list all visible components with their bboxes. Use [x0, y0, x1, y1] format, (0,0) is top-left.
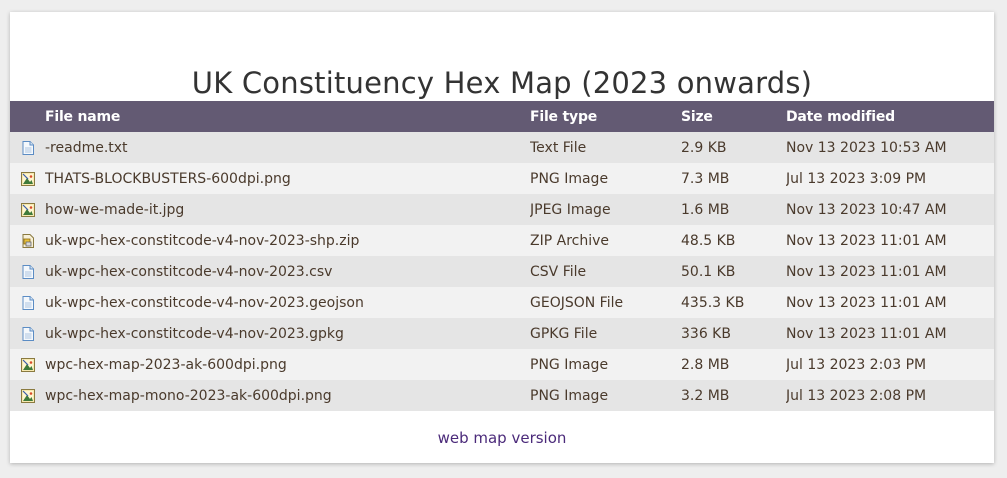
table-row[interactable]: uk-wpc-hex-constitcode-v4-nov-2023.gpkg G…: [10, 318, 994, 349]
text-file-icon: [20, 295, 36, 311]
file-type-cell: GPKG File: [530, 318, 681, 349]
table-row[interactable]: uk-wpc-hex-constitcode-v4-nov-2023.geojs…: [10, 287, 994, 318]
image-file-icon: [20, 171, 36, 187]
icon-cell: [10, 163, 45, 194]
file-size-cell: 3.2 MB: [681, 380, 786, 411]
file-table: File name File type Size Date modified -…: [10, 101, 994, 411]
file-size-cell: 435.3 KB: [681, 287, 786, 318]
icon-cell: [10, 287, 45, 318]
header-file-name[interactable]: File name: [45, 101, 530, 132]
file-name-cell: how-we-made-it.jpg: [45, 194, 530, 225]
file-link[interactable]: uk-wpc-hex-constitcode-v4-nov-2023-shp.z…: [45, 232, 360, 249]
date-modified-cell: Nov 13 2023 11:01 AM: [786, 225, 994, 256]
page-title: UK Constituency Hex Map (2023 onwards): [191, 66, 813, 101]
file-name-cell: THATS-BLOCKBUSTERS-600dpi.png: [45, 163, 530, 194]
file-link[interactable]: how-we-made-it.jpg: [45, 201, 185, 218]
icon-cell: [10, 225, 45, 256]
file-size-cell: 50.1 KB: [681, 256, 786, 287]
date-modified-cell: Nov 13 2023 10:47 AM: [786, 194, 994, 225]
table-row[interactable]: -readme.txt Text File 2.9 KB Nov 13 2023 10…: [10, 132, 994, 163]
file-size-cell: 2.9 KB: [681, 132, 786, 163]
image-file-icon: [20, 357, 36, 373]
file-name-cell: uk-wpc-hex-constitcode-v4-nov-2023.csv: [45, 256, 530, 287]
table-row[interactable]: uk-wpc-hex-constitcode-v4-nov-2023-shp.z…: [10, 225, 994, 256]
file-type-cell: PNG Image: [530, 380, 681, 411]
date-modified-cell: Nov 13 2023 11:01 AM: [786, 318, 994, 349]
file-type-cell: Text File: [530, 132, 681, 163]
file-type-cell: GEOJSON File: [530, 287, 681, 318]
icon-cell: [10, 132, 45, 163]
icon-cell: [10, 318, 45, 349]
header-date-modified[interactable]: Date modified: [786, 101, 994, 132]
file-size-cell: 48.5 KB: [681, 225, 786, 256]
image-file-icon: [20, 388, 36, 404]
file-type-cell: ZIP Archive: [530, 225, 681, 256]
header-icon-cell: [10, 101, 45, 132]
file-link[interactable]: THATS-BLOCKBUSTERS-600dpi.png: [45, 170, 291, 187]
file-type-cell: PNG Image: [530, 163, 681, 194]
icon-cell: [10, 256, 45, 287]
date-modified-cell: Nov 13 2023 11:01 AM: [786, 256, 994, 287]
file-link[interactable]: wpc-hex-map-mono-2023-ak-600dpi.png: [45, 387, 332, 404]
web-map-version-link[interactable]: web map version: [437, 429, 567, 447]
date-modified-cell: Jul 13 2023 3:09 PM: [786, 163, 994, 194]
table-row[interactable]: how-we-made-it.jpg JPEG Image 1.6 MB Nov 13…: [10, 194, 994, 225]
header-file-type[interactable]: File type: [530, 101, 681, 132]
file-link[interactable]: -readme.txt: [45, 139, 128, 156]
date-modified-cell: Nov 13 2023 11:01 AM: [786, 287, 994, 318]
file-name-cell: uk-wpc-hex-constitcode-v4-nov-2023.geojs…: [45, 287, 530, 318]
file-size-cell: 1.6 MB: [681, 194, 786, 225]
file-link[interactable]: wpc-hex-map-2023-ak-600dpi.png: [45, 356, 287, 373]
file-name-cell: wpc-hex-map-2023-ak-600dpi.png: [45, 349, 530, 380]
file-size-cell: 336 KB: [681, 318, 786, 349]
date-modified-cell: Nov 13 2023 10:53 AM: [786, 132, 994, 163]
table-header-row: File name File type Size Date modified: [10, 101, 994, 132]
file-listing-card: UK Constituency Hex Map (2023 onwards) F…: [10, 12, 994, 463]
file-link[interactable]: uk-wpc-hex-constitcode-v4-nov-2023.geojs…: [45, 294, 364, 311]
zip-file-icon: [20, 233, 36, 249]
file-link[interactable]: uk-wpc-hex-constitcode-v4-nov-2023.gpkg: [45, 325, 344, 342]
text-file-icon: [20, 326, 36, 342]
icon-cell: [10, 380, 45, 411]
table-row[interactable]: wpc-hex-map-mono-2023-ak-600dpi.png PNG I…: [10, 380, 994, 411]
table-row[interactable]: THATS-BLOCKBUSTERS-600dpi.png PNG Image 7.…: [10, 163, 994, 194]
file-type-cell: JPEG Image: [530, 194, 681, 225]
file-name-cell: -readme.txt: [45, 132, 530, 163]
text-file-icon: [20, 264, 36, 280]
date-modified-cell: Jul 13 2023 2:03 PM: [786, 349, 994, 380]
image-file-icon: [20, 202, 36, 218]
file-name-cell: uk-wpc-hex-constitcode-v4-nov-2023-shp.z…: [45, 225, 530, 256]
file-name-cell: uk-wpc-hex-constitcode-v4-nov-2023.gpkg: [45, 318, 530, 349]
file-type-cell: PNG Image: [530, 349, 681, 380]
date-modified-cell: Jul 13 2023 2:08 PM: [786, 380, 994, 411]
file-name-cell: wpc-hex-map-mono-2023-ak-600dpi.png: [45, 380, 530, 411]
table-row[interactable]: uk-wpc-hex-constitcode-v4-nov-2023.csv CS…: [10, 256, 994, 287]
header-size[interactable]: Size: [681, 101, 786, 132]
text-file-icon: [20, 140, 36, 156]
file-link[interactable]: uk-wpc-hex-constitcode-v4-nov-2023.csv: [45, 263, 333, 280]
file-type-cell: CSV File: [530, 256, 681, 287]
file-size-cell: 7.3 MB: [681, 163, 786, 194]
footer: web map version: [10, 428, 994, 448]
table-row[interactable]: wpc-hex-map-2023-ak-600dpi.png PNG Image 2…: [10, 349, 994, 380]
file-size-cell: 2.8 MB: [681, 349, 786, 380]
icon-cell: [10, 194, 45, 225]
icon-cell: [10, 349, 45, 380]
